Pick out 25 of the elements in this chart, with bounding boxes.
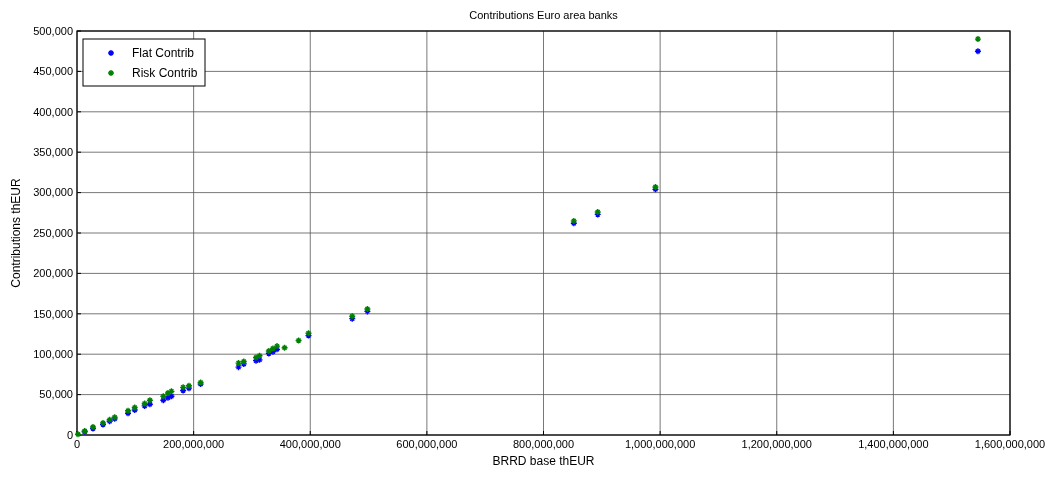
x-axis-title: BRRD base thEUR (492, 454, 595, 468)
x-tick-label: 600,000,000 (396, 438, 458, 450)
y-tick-label: 150,000 (33, 307, 73, 320)
y-axis-title: Contributions thEUR (9, 177, 23, 288)
y-tick-label: 500,000 (33, 24, 73, 37)
x-tick-label: 400,000,000 (279, 438, 341, 450)
y-tick-label: 400,000 (33, 105, 73, 118)
y-tick-label: 200,000 (33, 267, 73, 280)
legend-label: Risk Contrib (132, 66, 198, 81)
y-tick-label: 100,000 (33, 348, 73, 361)
y-tick-label: 350,000 (33, 146, 73, 159)
chart-title: Contributions Euro area banks (469, 9, 619, 21)
y-tick-label: 300,000 (33, 186, 73, 199)
x-tick-label: 800,000,000 (512, 438, 575, 450)
y-tick-label: 450,000 (33, 65, 73, 78)
legend-label: Flat Contrib (132, 46, 195, 61)
y-tick-label: 50,000 (39, 388, 73, 401)
x-tick-label: 0 (73, 438, 81, 450)
y-tick-label: 0 (66, 428, 73, 441)
x-tick-label: 1,400,000,000 (858, 438, 929, 450)
x-tick-label: 1,000,000,000 (624, 438, 696, 450)
x-tick-label: 1,200,000,000 (741, 438, 812, 450)
x-tick-label: 200,000,000 (163, 438, 225, 450)
x-tick-label: 1,600,000,000 (974, 438, 1046, 450)
y-tick-label: 250,000 (33, 226, 73, 239)
